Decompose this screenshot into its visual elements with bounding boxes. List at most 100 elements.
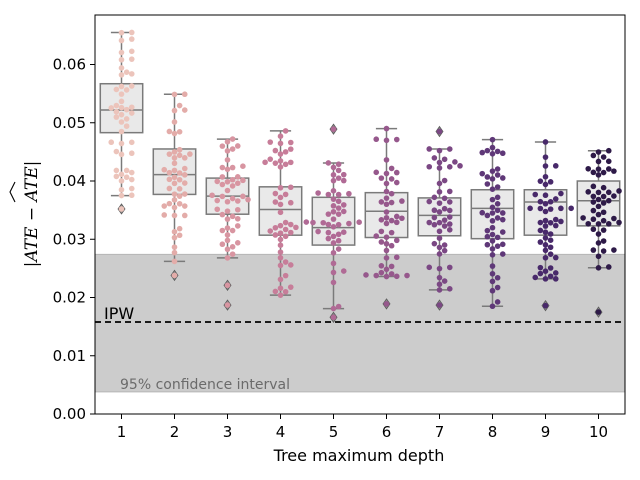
data-point	[330, 314, 337, 321]
data-point	[108, 105, 115, 111]
data-point	[229, 146, 236, 152]
data-point	[600, 200, 607, 206]
data-point	[494, 215, 501, 221]
data-point	[446, 207, 453, 214]
x-tick-label: 6	[382, 423, 392, 441]
data-point	[118, 98, 125, 105]
data-point	[388, 199, 395, 206]
data-point	[446, 188, 453, 195]
data-point	[532, 191, 539, 198]
data-point	[393, 169, 400, 176]
data-point	[325, 235, 332, 242]
data-point	[494, 148, 501, 155]
data-point	[383, 234, 390, 240]
data-point	[118, 178, 125, 184]
data-point	[595, 196, 602, 203]
data-point	[388, 263, 395, 270]
data-point	[388, 271, 395, 277]
data-point	[600, 169, 607, 176]
data-point	[399, 215, 405, 222]
data-point	[325, 229, 332, 236]
data-point	[383, 125, 390, 132]
data-point	[171, 197, 178, 203]
data-point	[378, 175, 385, 181]
data-point	[335, 246, 342, 252]
data-point	[335, 198, 342, 205]
data-point	[229, 227, 236, 234]
data-point	[234, 239, 241, 246]
data-point	[325, 160, 332, 166]
data-point	[219, 227, 226, 234]
data-point	[489, 210, 496, 216]
data-point	[277, 285, 284, 292]
data-point	[229, 244, 236, 250]
data-point	[441, 278, 448, 284]
data-point	[446, 221, 453, 227]
data-point	[128, 192, 135, 199]
data-point	[287, 284, 294, 290]
data-point	[611, 247, 617, 253]
data-point	[436, 228, 443, 235]
data-point	[176, 193, 183, 199]
data-point	[600, 154, 607, 160]
y-tick-label: 0.02	[53, 289, 86, 307]
data-point	[267, 156, 274, 162]
data-point	[494, 234, 501, 241]
data-point	[436, 147, 443, 154]
data-point	[436, 128, 443, 135]
confidence-interval-label: 95% confidence interval	[120, 377, 290, 393]
data-point	[426, 146, 433, 152]
data-point	[277, 222, 284, 229]
data-point	[118, 104, 125, 111]
data-point	[219, 143, 226, 149]
data-point	[181, 212, 188, 219]
data-point	[499, 210, 506, 216]
data-point	[441, 177, 448, 184]
data-point	[181, 172, 188, 178]
data-point	[123, 69, 130, 75]
data-point	[494, 194, 501, 201]
data-point	[272, 224, 279, 231]
x-tick-label: 7	[435, 423, 445, 441]
data-point	[600, 209, 607, 216]
data-point	[128, 110, 135, 116]
data-point	[431, 207, 438, 214]
data-point	[224, 178, 231, 185]
x-tick-label: 10	[589, 423, 608, 441]
data-point	[441, 247, 448, 254]
data-point	[552, 254, 559, 261]
data-point	[499, 241, 506, 248]
data-point	[267, 228, 274, 234]
data-point	[118, 140, 125, 147]
y-tick-label: 0.05	[53, 114, 86, 132]
data-point	[340, 202, 347, 208]
data-point	[479, 170, 486, 177]
data-point	[118, 37, 125, 44]
data-point	[272, 160, 279, 166]
data-point	[558, 218, 564, 225]
data-point	[537, 239, 544, 245]
data-point	[383, 273, 390, 280]
data-point	[224, 232, 231, 238]
data-point	[224, 187, 231, 194]
data-point	[330, 249, 337, 256]
data-point	[489, 252, 496, 258]
data-point	[224, 225, 231, 231]
data-point	[118, 171, 125, 178]
data-point	[224, 157, 231, 163]
data-point	[436, 302, 443, 308]
data-point	[128, 71, 135, 77]
data-point	[166, 151, 173, 157]
data-point	[240, 163, 246, 169]
data-point	[537, 227, 544, 234]
data-point	[489, 303, 496, 310]
data-point	[558, 205, 564, 212]
data-point	[388, 165, 395, 172]
data-point	[335, 167, 342, 174]
data-point	[373, 233, 380, 239]
data-point	[600, 227, 607, 233]
data-point	[542, 154, 549, 160]
data-point	[128, 56, 135, 62]
data-point	[600, 184, 607, 191]
data-point	[595, 253, 602, 260]
